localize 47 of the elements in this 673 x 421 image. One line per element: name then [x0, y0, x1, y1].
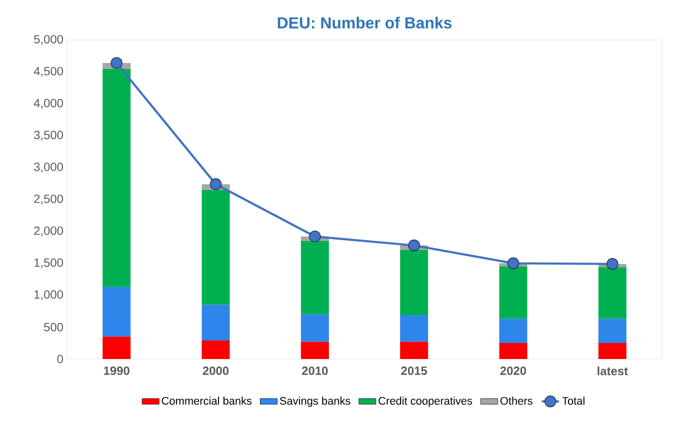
- bar: [300, 314, 329, 342]
- x-tick-label: 2015: [401, 366, 428, 375]
- y-tick-label: 2,000: [34, 226, 64, 236]
- legend-label: Others: [500, 396, 532, 405]
- point: [309, 230, 321, 242]
- point: [408, 240, 420, 252]
- y-tick-label: 5,000: [34, 35, 64, 45]
- chart-title: DEU: Number of Banks: [278, 16, 452, 29]
- bar: [202, 340, 230, 359]
- bar: [499, 343, 528, 359]
- bar: [499, 318, 528, 344]
- y-tick-label: 1,000: [34, 290, 64, 300]
- point: [210, 178, 222, 190]
- x-tick-label: 1990: [104, 366, 130, 375]
- x-tick-label: 2000: [202, 366, 229, 375]
- bar: [400, 342, 428, 359]
- bar: [598, 318, 626, 344]
- y-tick-label: 4,000: [34, 98, 64, 109]
- bar: [102, 286, 131, 337]
- bar: [202, 190, 230, 305]
- x-tick-label: latest: [598, 366, 628, 376]
- bar: [102, 68, 131, 287]
- point: [507, 257, 520, 270]
- x-tick-label: 2020: [500, 366, 526, 375]
- bar: [202, 304, 230, 340]
- y-tick-label: 1,500: [34, 258, 64, 268]
- legend-label: Commercial banks: [162, 396, 252, 405]
- bar: [300, 342, 329, 359]
- y-tick-label: 2,500: [34, 194, 64, 204]
- bar: [102, 336, 131, 359]
- legend-label: Credit cooperatives: [378, 396, 472, 407]
- bar: [400, 250, 428, 315]
- y-tick-label: 3,500: [34, 130, 64, 141]
- x-tick-label: 2010: [302, 366, 328, 375]
- y-tick-label: 0: [57, 354, 64, 364]
- bar: [400, 314, 428, 342]
- legend-label: Total: [562, 396, 584, 405]
- y-tick-label: 3,000: [34, 162, 64, 173]
- y-tick-label: 500: [44, 322, 64, 332]
- bar: [598, 343, 626, 359]
- bar: [300, 240, 329, 314]
- bar: [598, 267, 626, 319]
- y-tick-label: 4,500: [34, 66, 64, 77]
- bar: [499, 266, 528, 319]
- legend-label: Savings banks: [280, 396, 350, 407]
- point: [110, 57, 122, 69]
- point: [606, 258, 618, 270]
